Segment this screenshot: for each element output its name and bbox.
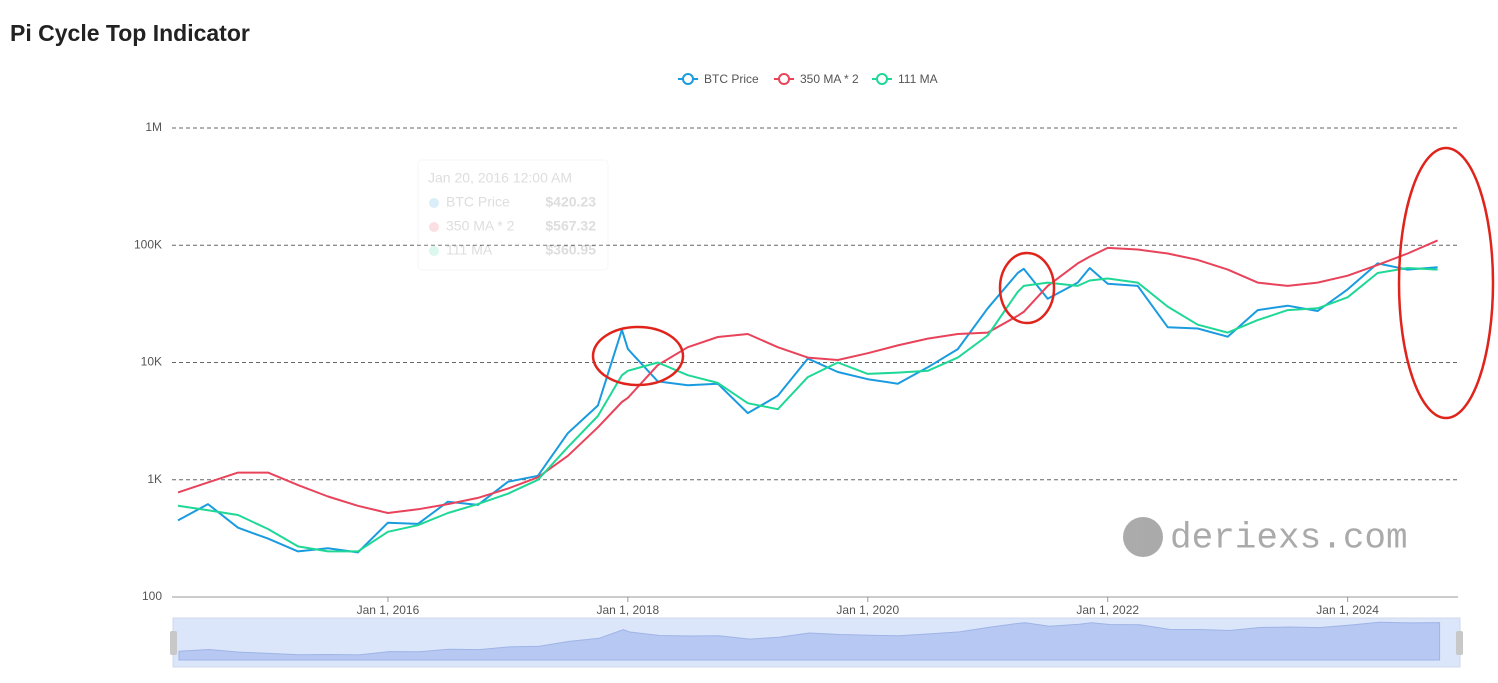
x-tick-label: Jan 1, 2022 — [1076, 603, 1139, 617]
navigator-series — [178, 621, 1441, 661]
grid: 100 1K 10K 100K 1M Jan 1, 2016 Jan 1, 2018 Jan … — [134, 120, 1458, 617]
highlight-ellipse — [591, 325, 685, 387]
y-tick-label: 10K — [141, 355, 162, 369]
tooltip-name: BTC Price — [446, 194, 510, 210]
legend-icon — [778, 73, 790, 85]
series-line — [177, 239, 1439, 514]
series-line — [177, 267, 1438, 553]
tooltip-dot — [429, 222, 439, 232]
watermark: deriexs.com — [1123, 517, 1408, 559]
y-tick-label: 100K — [134, 237, 162, 251]
navigator — [170, 617, 1463, 668]
tooltip-box — [417, 159, 609, 271]
tooltip: Jan 20, 2016 12:00 AM BTC Price $420.23 35… — [417, 159, 609, 271]
x-tick-label: Jan 1, 2020 — [836, 603, 899, 617]
chart-title: Pi Cycle Top Indicator — [10, 20, 250, 46]
tooltip-name: 111 MA — [446, 242, 493, 258]
tooltip-value: $360.95 — [545, 242, 596, 258]
tooltip-dot — [429, 198, 439, 208]
highlight-ellipse — [1397, 146, 1495, 420]
legend-icon — [682, 73, 694, 85]
legend-label: BTC Price — [704, 72, 759, 86]
legend-icon — [876, 73, 888, 85]
highlight-ellipse — [998, 251, 1056, 325]
tooltip-value: $567.32 — [545, 218, 596, 234]
tooltip-rows: BTC Price $420.23 350 MA * 2 $567.32 111 MA $… — [429, 194, 596, 258]
tooltip-name: 350 MA * 2 — [446, 218, 515, 234]
series-group — [177, 239, 1439, 554]
legend-label: 350 MA * 2 — [800, 72, 859, 86]
navigator-handle[interactable] — [1456, 631, 1463, 655]
y-tick-label: 1K — [147, 472, 162, 486]
x-tick-label: Jan 1, 2016 — [357, 603, 420, 617]
legend: BTC Price 350 MA * 2 111 MA — [678, 72, 938, 86]
annotations — [591, 146, 1495, 420]
watermark-text: deriexs.com — [1170, 518, 1408, 559]
series-line — [177, 262, 1438, 554]
navigator-handle[interactable] — [170, 631, 177, 655]
watermark-logo — [1123, 517, 1163, 557]
tooltip-dot — [429, 246, 439, 256]
y-tick-label: 100 — [142, 589, 162, 603]
legend-label: 111 MA — [898, 72, 938, 86]
y-tick-label: 1M — [145, 120, 162, 134]
x-tick-label: Jan 1, 2018 — [596, 603, 659, 617]
x-tick-label: Jan 1, 2024 — [1316, 603, 1379, 617]
navigator-area — [178, 621, 1441, 661]
tooltip-date: Jan 20, 2016 12:00 AM — [428, 170, 572, 186]
tooltip-value: $420.23 — [545, 194, 596, 210]
